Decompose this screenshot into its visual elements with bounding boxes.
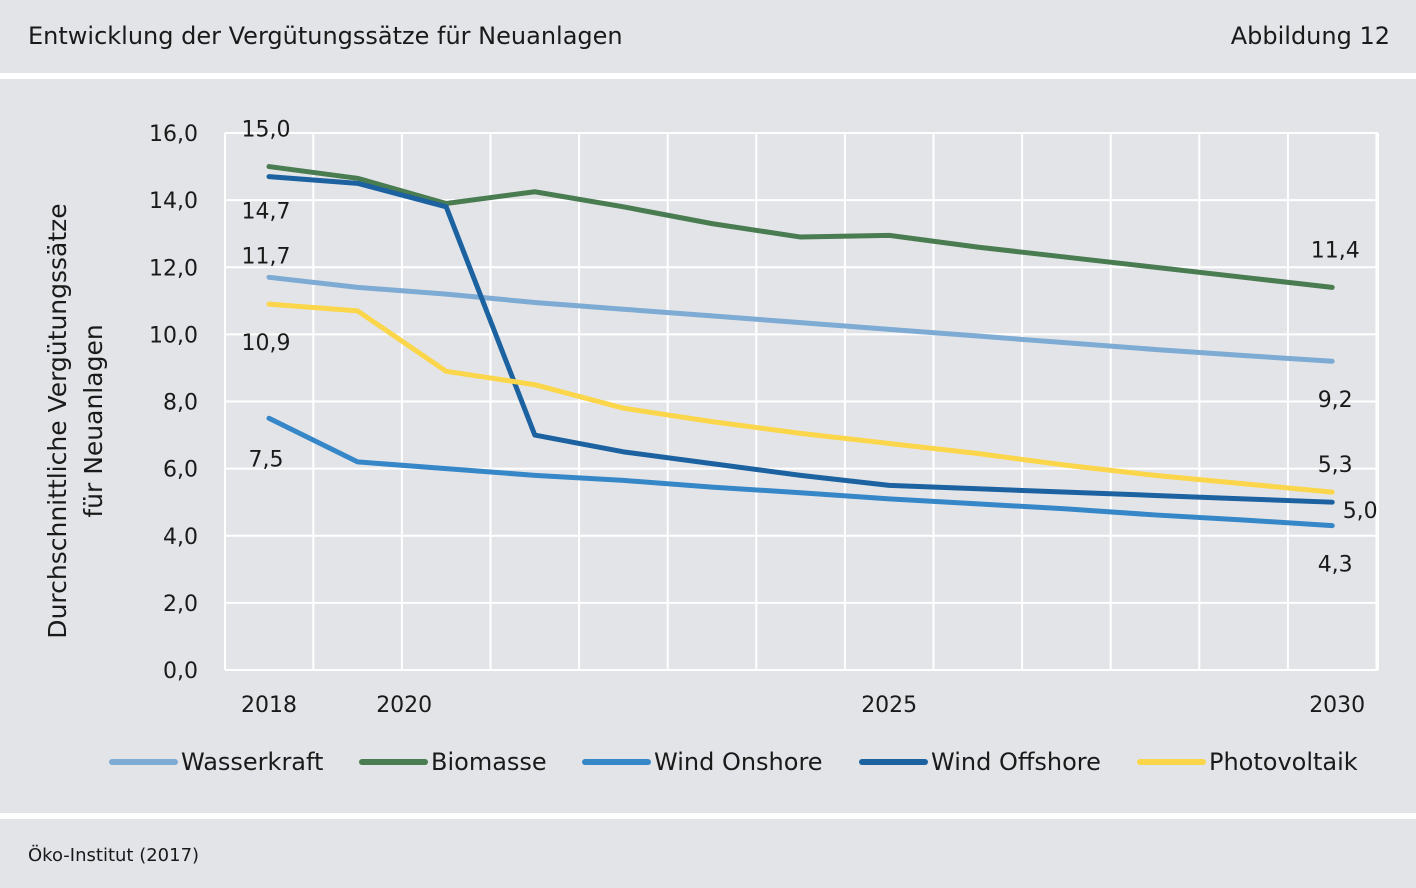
legend-label: Wasserkraft <box>181 748 323 776</box>
chart-title: Entwicklung der Vergütungssätze für Neua… <box>28 22 623 50</box>
data-label-end: 5,3 <box>1318 453 1353 478</box>
header: Entwicklung der Vergütungssätze für Neua… <box>0 0 1416 73</box>
data-label-end: 4,3 <box>1318 553 1353 578</box>
y-axis-label-line1: Durchschnittliche Vergütungssätze <box>43 203 72 638</box>
y-tick-label: 12,0 <box>149 256 198 281</box>
y-tick-label: 6,0 <box>163 458 198 483</box>
data-label-end: 5,0 <box>1343 499 1378 524</box>
data-label-start: 10,9 <box>242 331 291 356</box>
data-label-end: 9,2 <box>1318 388 1353 413</box>
y-tick-label: 2,0 <box>163 592 198 617</box>
y-tick-label: 8,0 <box>163 391 198 416</box>
x-tick-label: 2030 <box>1309 693 1365 718</box>
legend-label: Photovoltaik <box>1209 748 1358 776</box>
data-label-start: 11,7 <box>242 244 291 269</box>
figure-label: Abbildung 12 <box>1230 22 1390 50</box>
y-tick-label: 0,0 <box>163 659 198 684</box>
data-labels: 11,7 9,2 15,0 11,4 7,5 4,3 14,7 5,0 10,9 5,3 <box>242 118 1378 578</box>
data-label-end: 11,4 <box>1311 238 1360 263</box>
y-tick-label: 10,0 <box>149 323 198 348</box>
y-tick-label: 14,0 <box>149 189 198 214</box>
legend-label: Biomasse <box>431 748 547 776</box>
series-line-wind-offshore <box>266 174 1335 505</box>
x-tick-label: 2025 <box>861 693 917 718</box>
series-line-photovoltaik <box>266 301 1335 495</box>
separator-top <box>0 73 1416 79</box>
x-tick-label: 2018 <box>241 693 297 718</box>
data-label-start: 7,5 <box>249 447 284 472</box>
data-label-start: 15,0 <box>242 118 291 143</box>
data-label-start: 14,7 <box>242 200 291 225</box>
x-axis: 2018 2020 2025 2030 <box>241 693 1365 718</box>
y-axis: 0,0 2,0 4,0 6,0 8,0 10,0 12,0 14,0 16,0 <box>149 122 198 684</box>
separator-bottom <box>0 813 1416 819</box>
legend: Wasserkraft Biomasse Wind Onshore Wind Offs… <box>109 748 1358 776</box>
series-line-wasserkraft <box>266 274 1335 364</box>
y-tick-label: 4,0 <box>163 525 198 550</box>
footer: Öko-Institut (2017) <box>0 819 1416 888</box>
legend-label: Wind Offshore <box>931 748 1101 776</box>
y-axis-label-line2: für Neuanlagen <box>79 324 108 517</box>
x-tick-label: 2020 <box>376 693 432 718</box>
line-chart: 0,0 2,0 4,0 6,0 8,0 10,0 12,0 14,0 16,0 2018 2020… <box>0 79 1416 813</box>
grid <box>224 132 1379 671</box>
series-line-wind-onshore <box>266 415 1335 529</box>
series-lines <box>266 164 1335 529</box>
source-note: Öko-Institut (2017) <box>28 845 200 866</box>
series-line-biomasse <box>266 164 1335 290</box>
y-tick-label: 16,0 <box>149 122 198 147</box>
legend-label: Wind Onshore <box>654 748 823 776</box>
